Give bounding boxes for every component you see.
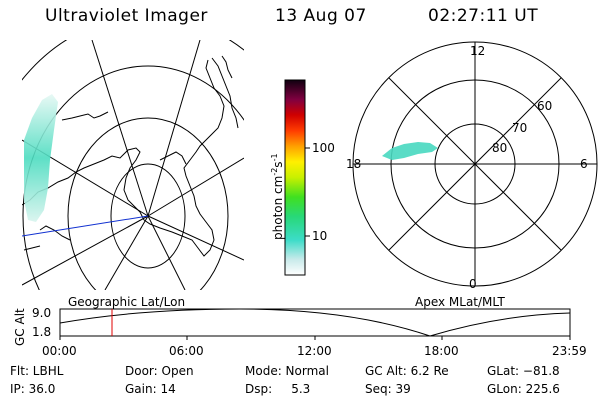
date-label: 13 Aug 07 [275, 6, 367, 26]
mlat-label-80: 80 [492, 141, 508, 155]
mlt-label-0: 0 [469, 277, 477, 291]
altitude-xtick-1200: 12:00 [297, 344, 332, 358]
polar-panel-label: Apex MLat/MLT [415, 295, 505, 309]
instrument-title: Ultraviolet Imager [45, 6, 208, 26]
dsp-info: Dsp: 5.3 [245, 382, 311, 396]
mlt-label-12: 12 [470, 44, 486, 58]
mlt-label-6: 6 [580, 157, 588, 171]
altitude-xtick-0600: 06:00 [169, 344, 204, 358]
geo-aurora-emission [24, 94, 58, 222]
colorbar-unit-exp1: -2 [270, 167, 279, 176]
altitude-x-ticks [59, 336, 571, 340]
colorbar-ticks [305, 147, 310, 237]
altitude-xtick-1800: 18:00 [424, 344, 459, 358]
altitude-ytick-top: 9.0 [32, 306, 52, 320]
geo-latitude-circles [22, 40, 244, 290]
door-info: Door: Open [125, 364, 194, 378]
colorbar [284, 79, 306, 276]
mlt-label-18: 18 [346, 157, 362, 171]
coastlines [22, 55, 239, 257]
colorbar-unit-mid: s [271, 161, 285, 168]
geo-panel-label: Geographic Lat/Lon [68, 295, 186, 309]
satellite-track-line [22, 215, 149, 237]
altitude-ytick-bottom: 1.8 [32, 325, 52, 339]
mlat-label-60: 60 [537, 99, 553, 113]
colorbar-tick-100: 100 [312, 141, 335, 155]
ip-info: IP: 36.0 [10, 382, 56, 396]
colorbar-unit-label: photon cm-2s-1 [270, 153, 285, 240]
gc-altitude-info: GC Alt: 6.2 Re [365, 364, 449, 378]
filter-info: Flt: LBHL [10, 364, 64, 378]
polar-aurora-emission [382, 142, 438, 160]
altitude-curve [59, 308, 571, 337]
gain-info: Gain: 14 [125, 382, 176, 396]
glon-info: GLon: 225.6 [487, 382, 560, 396]
altitude-ylabel: GC Alt [13, 308, 27, 346]
geo-meridians [22, 40, 244, 290]
mode-info: Mode: Normal [245, 364, 329, 378]
colorbar-unit-exp2: -1 [270, 153, 279, 162]
colorbar-tick-10: 10 [312, 229, 328, 243]
altitude-xtick-0000: 00:00 [42, 344, 77, 358]
mlat-label-70: 70 [512, 121, 528, 135]
colorbar-unit-prefix: photon cm [271, 175, 285, 240]
time-label: 02:27:11 UT [428, 6, 539, 26]
sequence-info: Seq: 39 [365, 382, 411, 396]
altitude-xtick-2359: 23:59 [552, 344, 587, 358]
polar-dial [352, 41, 598, 287]
glat-info: GLat: −81.8 [487, 364, 560, 378]
